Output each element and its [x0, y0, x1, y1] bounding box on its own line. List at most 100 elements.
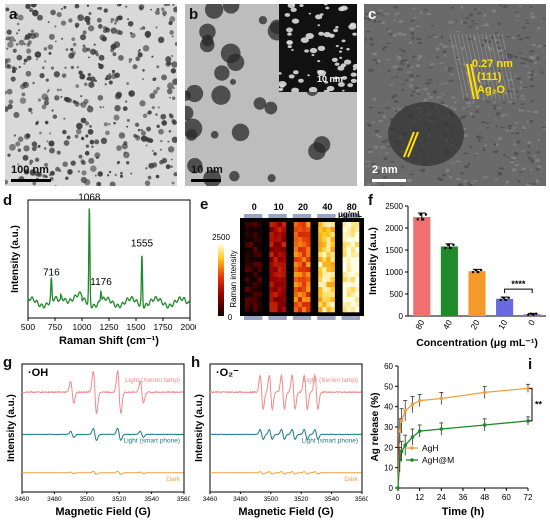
nanoparticle — [143, 114, 147, 118]
lattice-fringe — [510, 159, 513, 160]
heatmap-cell — [322, 232, 326, 237]
lattice-fringe — [501, 114, 505, 116]
heatmap-cell — [274, 227, 278, 232]
lattice-fringe — [411, 94, 413, 97]
lattice-fringe — [520, 104, 525, 105]
heatmap-cell — [278, 267, 282, 272]
lattice-fringe — [525, 37, 530, 39]
heatmap-cell — [318, 307, 322, 312]
nanoparticle — [156, 87, 159, 90]
heatmap-cell — [343, 257, 347, 262]
heatmap-cell — [322, 302, 326, 307]
nanoparticle — [87, 77, 91, 81]
nanoparticle — [117, 162, 120, 165]
nanoparticle — [279, 72, 282, 75]
heatmap-cell — [294, 307, 298, 312]
heatmap-cell — [347, 292, 351, 297]
nanoparticle — [59, 169, 62, 172]
heatmap-cell — [351, 232, 355, 237]
y-tick-label: 2000 — [385, 224, 403, 233]
nanoparticle — [44, 60, 46, 62]
well-cap-top — [293, 214, 311, 218]
lattice-fringe — [536, 58, 539, 60]
data-point — [483, 423, 487, 427]
lattice-fringe — [499, 167, 504, 170]
heatmap-cell — [282, 277, 286, 282]
lattice-fringe — [514, 76, 518, 77]
lattice-fringe — [521, 63, 526, 65]
lattice-fringe — [493, 105, 497, 106]
heatmap-cell — [343, 242, 347, 247]
nanoparticle — [185, 106, 193, 120]
lattice-fringe — [415, 87, 418, 90]
heatmap-cell — [306, 287, 310, 292]
heatmap-cell — [306, 262, 310, 267]
nanoparticle — [160, 114, 166, 120]
lattice-fringe — [454, 21, 457, 22]
heatmap-cell — [318, 242, 322, 247]
heatmap-cell — [253, 277, 257, 282]
nanoparticle — [186, 129, 198, 141]
heatmap-cell — [355, 257, 359, 262]
heatmap-cell — [278, 227, 282, 232]
heatmap-cell — [318, 277, 322, 282]
nanoparticle — [84, 179, 90, 185]
heatmap-cell — [302, 282, 306, 287]
lattice-fringe — [465, 17, 469, 19]
nanoparticle — [164, 4, 168, 6]
heatmap-cell — [322, 242, 326, 247]
lattice-fringe — [367, 183, 371, 185]
heatmap-cell — [322, 237, 326, 242]
heatmap-cell — [298, 277, 302, 282]
lattice-fringe — [515, 122, 519, 124]
heatmap-cell — [322, 247, 326, 252]
epr-trace — [210, 472, 362, 475]
lattice-fringe — [372, 122, 376, 123]
nanoparticle — [88, 73, 91, 76]
nanoparticle — [353, 68, 357, 71]
lattice-fringe — [378, 112, 381, 114]
heatmap-cell — [306, 257, 310, 262]
lattice-fringe — [424, 98, 428, 100]
nanoparticle — [154, 77, 156, 79]
heatmap-cell — [326, 237, 330, 242]
nanoparticle — [141, 137, 143, 139]
nanoparticle — [320, 13, 324, 15]
data-point — [480, 269, 482, 271]
lattice-fringe — [368, 69, 373, 72]
nanoparticle — [36, 121, 39, 124]
lattice-fringe — [391, 161, 394, 162]
heatmap-cell — [278, 232, 282, 237]
nanoparticle — [103, 106, 105, 108]
nanoparticle — [148, 176, 152, 180]
lattice-fringe — [498, 171, 502, 173]
nanoparticle — [339, 50, 342, 52]
nanoparticle — [293, 70, 299, 74]
heatmap-cell — [347, 252, 351, 257]
nanoparticle — [98, 95, 104, 101]
nanoparticle — [161, 75, 167, 81]
heatmap-cell — [351, 302, 355, 307]
x-tick-label: 48 — [480, 493, 489, 502]
heatmap-cell — [355, 262, 359, 267]
nanoparticle — [82, 47, 88, 53]
heatmap-cell — [355, 272, 359, 277]
lattice-fringe — [531, 160, 534, 163]
nanoparticle — [94, 44, 96, 46]
lattice-fringe — [365, 166, 369, 167]
heatmap-cell — [257, 237, 261, 242]
lattice-fringe — [519, 6, 522, 7]
heatmap-cell — [245, 252, 249, 257]
nanoparticle — [38, 98, 41, 101]
nanoparticle — [33, 10, 35, 12]
nanoparticle — [318, 46, 325, 51]
lattice-fringe — [440, 63, 445, 64]
heatmap-cell — [302, 247, 306, 252]
column-label: 40 — [322, 202, 332, 212]
nanoparticle — [172, 182, 175, 185]
series-label: Light (smart phone) — [124, 438, 180, 445]
heatmap-cell — [302, 222, 306, 227]
nanoparticle — [152, 162, 157, 167]
